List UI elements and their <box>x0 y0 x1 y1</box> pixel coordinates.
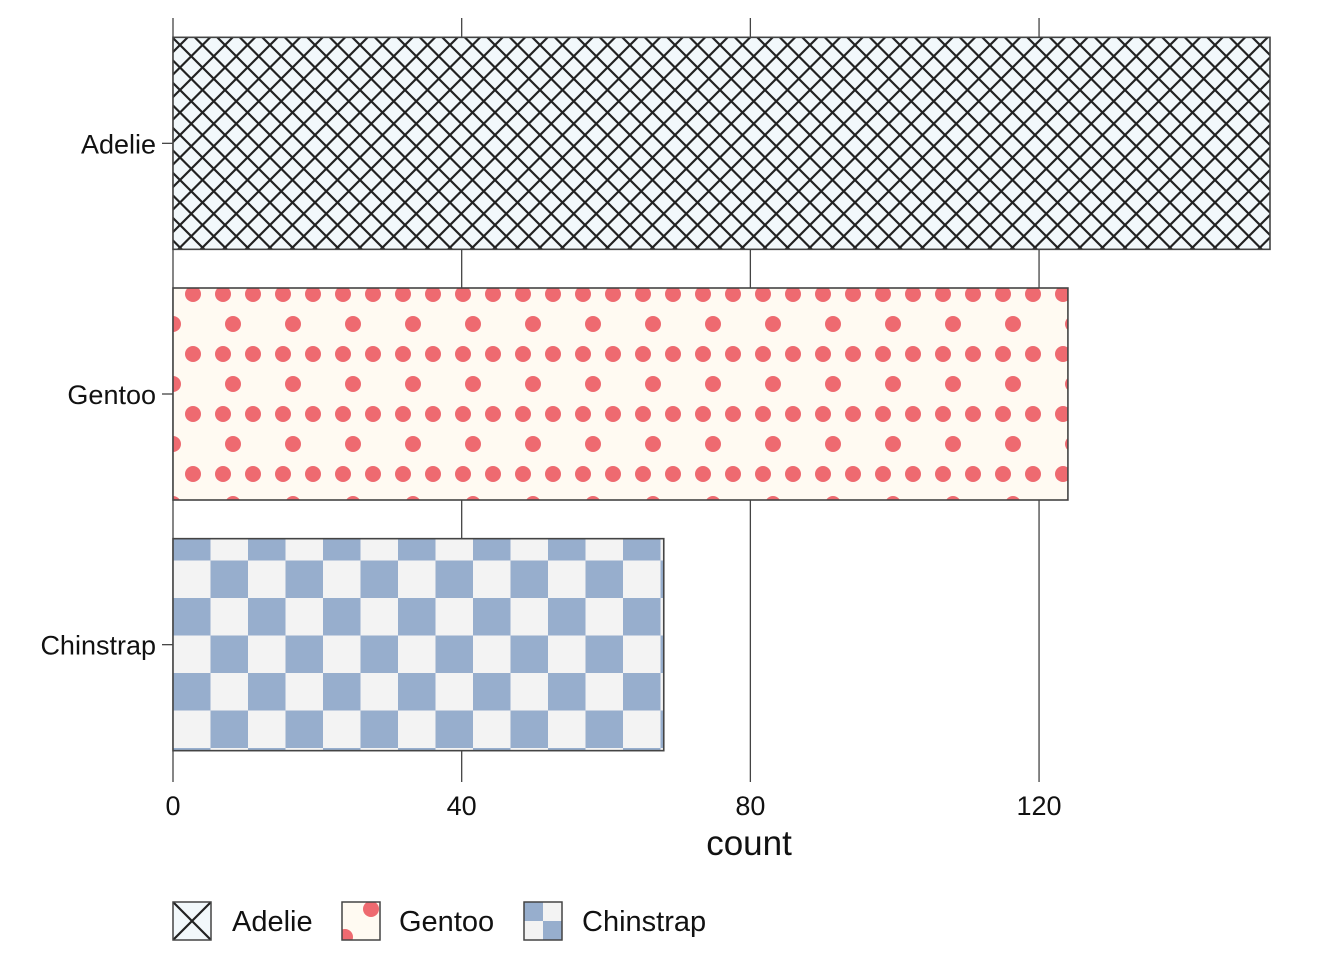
x-tick-layer: 0 40 80 120 <box>165 770 1062 821</box>
legend-item-chinstrap: Chinstrap <box>523 901 706 941</box>
bar-adelie <box>172 36 1271 251</box>
bar-marks <box>172 36 1271 752</box>
bar-gentoo <box>172 287 1069 501</box>
x-axis-title: count <box>706 824 792 863</box>
legend-key-adelie <box>172 901 212 941</box>
legend-label-gentoo: Gentoo <box>399 906 494 938</box>
x-tick-label-0: 0 <box>165 791 180 821</box>
y-tick-layer: Adelie Gentoo Chinstrap <box>40 129 173 661</box>
legend-item-adelie: Adelie <box>172 901 313 941</box>
x-tick-label-3: 120 <box>1017 791 1062 821</box>
legend-label-adelie: Adelie <box>232 906 313 938</box>
y-tick-label-adelie: Adelie <box>81 129 156 159</box>
bar-chinstrap <box>172 537 665 752</box>
legend-label-chinstrap: Chinstrap <box>582 906 706 938</box>
y-tick-label-chinstrap: Chinstrap <box>40 631 156 661</box>
x-tick-label-2: 80 <box>735 791 765 821</box>
x-tick-label-1: 40 <box>447 791 477 821</box>
legend-key-gentoo <box>341 901 381 941</box>
legend-key-chinstrap <box>523 901 563 941</box>
legend: Adelie Gentoo Chinstrap <box>172 901 706 941</box>
legend-item-gentoo: Gentoo <box>341 901 494 941</box>
y-tick-label-gentoo: Gentoo <box>67 380 156 410</box>
